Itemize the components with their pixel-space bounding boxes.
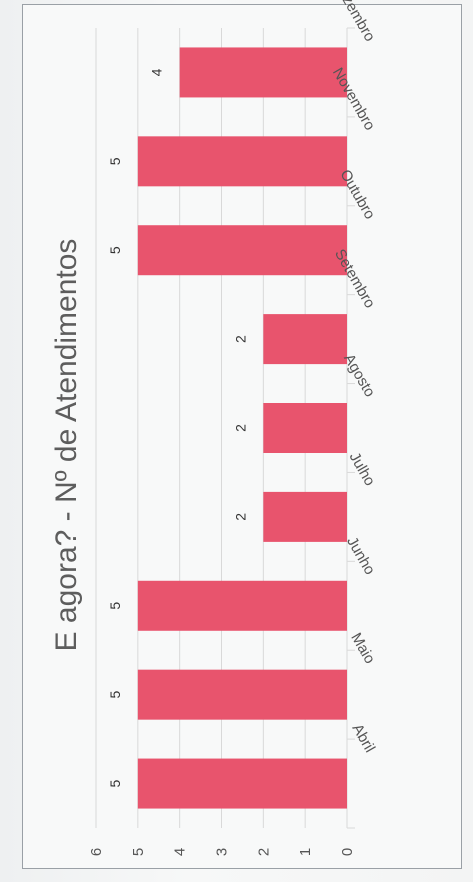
- data-labels: 5 5 5 2 2 2 5 5 4: [107, 68, 248, 787]
- data-label: 5: [107, 779, 123, 787]
- tick-label: 3: [214, 848, 231, 856]
- bar-agosto: [263, 403, 347, 453]
- bar-outubro: [137, 225, 347, 276]
- category-label: Novembro: [329, 65, 378, 133]
- data-label: 2: [232, 335, 248, 343]
- data-label: 2: [232, 424, 248, 432]
- bars: [137, 47, 347, 809]
- category-label: Agosto: [340, 351, 378, 400]
- tick-label: 5: [130, 848, 147, 856]
- data-label: 4: [149, 68, 165, 76]
- tick-label: 6: [88, 848, 105, 856]
- data-label: 2: [232, 513, 248, 521]
- tick-label: 1: [297, 848, 314, 856]
- bar-abril: [137, 758, 347, 809]
- data-label: 5: [107, 691, 123, 699]
- bar-dezembro: [179, 47, 347, 98]
- category-label: Dezembro: [329, 0, 378, 44]
- bar-julho: [263, 491, 347, 542]
- data-label: 5: [107, 157, 123, 165]
- category-axis-labels: Abril Maio Junho Julho Agosto Setembro Outubro…: [329, 0, 378, 756]
- bar-setembro: [263, 314, 347, 365]
- data-label: 5: [107, 602, 123, 610]
- category-label: Setembro: [331, 246, 378, 311]
- bar-junho: [137, 580, 347, 631]
- category-label: Julho: [346, 449, 379, 489]
- chart-title: E agora? - Nº de Atendimentos: [50, 239, 83, 652]
- bar-maio: [137, 669, 347, 720]
- category-label: Maio: [347, 630, 378, 667]
- value-axis-ticks: 0 1 2 3 4 5 6: [88, 848, 356, 856]
- data-label: 5: [107, 246, 123, 254]
- tick-label: 2: [255, 848, 272, 856]
- category-label: Abril: [349, 721, 379, 755]
- category-label: Junho: [343, 534, 378, 578]
- tick-label: 0: [339, 848, 356, 856]
- bar-novembro: [137, 136, 347, 187]
- category-label: Outubro: [336, 167, 378, 222]
- tick-label: 4: [172, 848, 189, 856]
